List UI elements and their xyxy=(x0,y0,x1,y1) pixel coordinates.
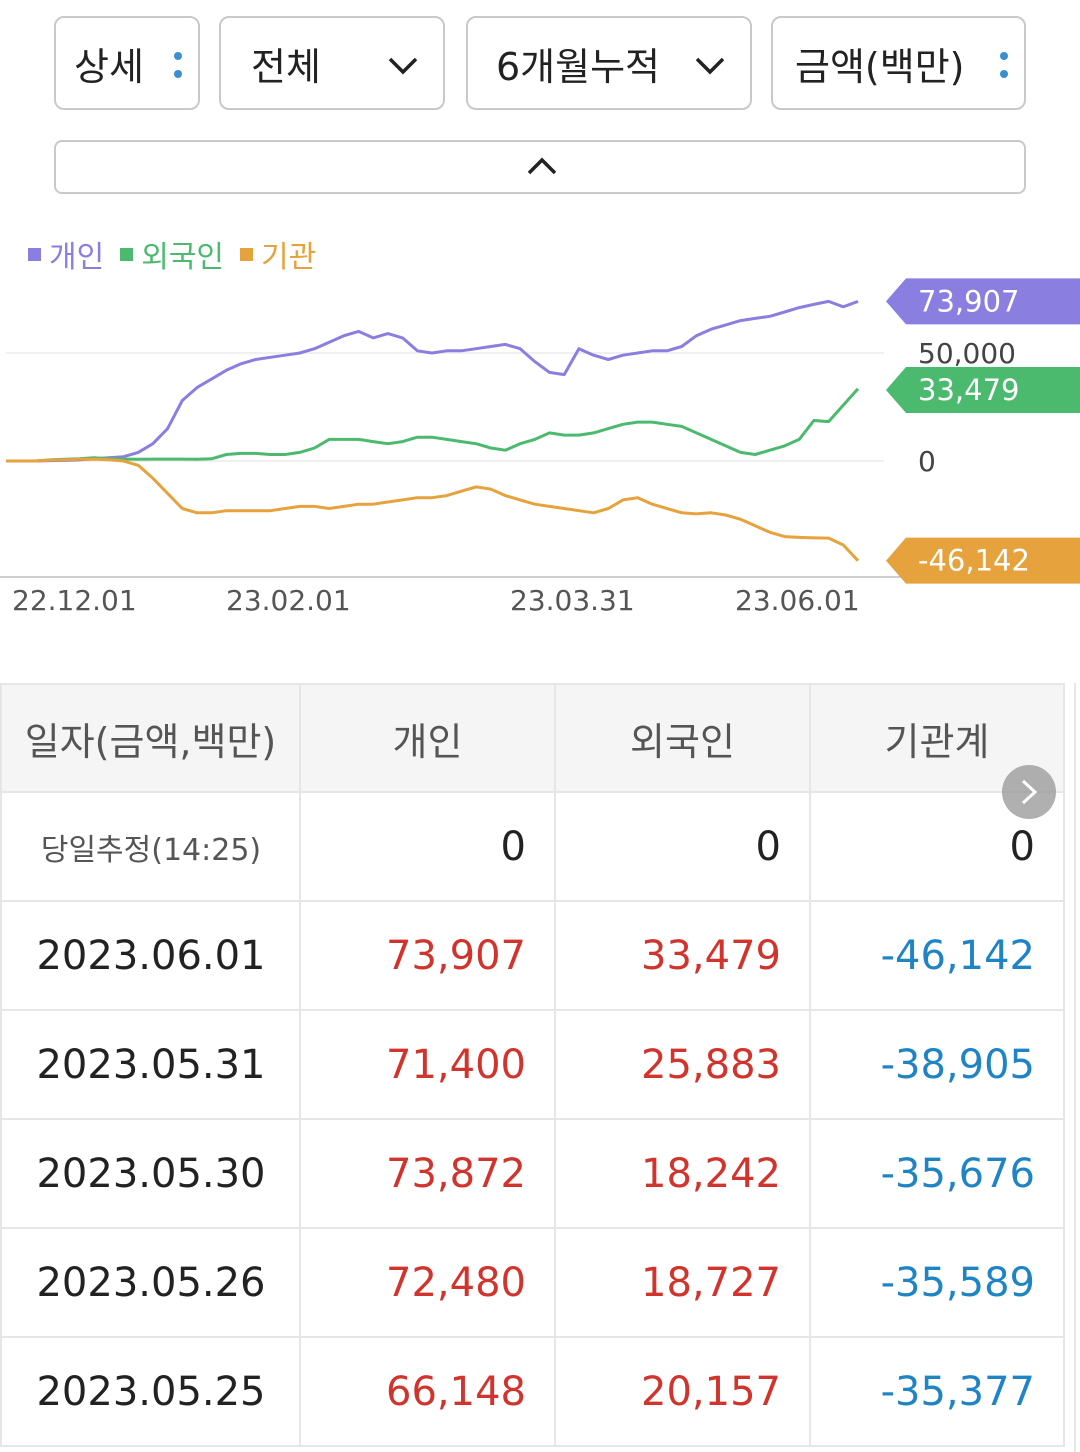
unit-label: 금액(백만) xyxy=(795,44,965,89)
legend-label: 기관 xyxy=(261,240,317,275)
legend-swatch xyxy=(120,247,134,261)
cell-institution: -46,142 xyxy=(809,900,1065,1011)
cell-date: 2023.05.31 xyxy=(0,1009,301,1120)
cell-institution: -35,377 xyxy=(809,1336,1065,1447)
cell-date: 2023.06.01 xyxy=(0,900,301,1011)
cell-individual: 71,400 xyxy=(299,1009,556,1120)
detail-label: 상세 xyxy=(74,44,144,89)
series-tag-shape xyxy=(886,367,1080,413)
legend-swatch xyxy=(28,247,41,261)
legend-item-individual: 개인 xyxy=(28,232,104,276)
cell-institution: -35,589 xyxy=(809,1227,1065,1338)
header-date: 일자(금액,백만) xyxy=(0,683,301,793)
legend-item-foreign: 외국인 xyxy=(120,232,224,276)
chart-legend: 개인 외국인 기관 xyxy=(28,232,316,276)
x-tick-label: 23.06.01 xyxy=(735,584,860,617)
legend-label: 외국인 xyxy=(141,240,225,275)
legend-item-institution: 기관 xyxy=(240,232,316,276)
chevron-up-icon xyxy=(527,157,557,175)
period-select[interactable]: 6개월누적 xyxy=(466,16,752,110)
more-vertical-icon xyxy=(174,52,182,82)
cell-date: 2023.05.30 xyxy=(0,1118,301,1229)
scope-label: 전체 xyxy=(251,44,321,89)
period-label: 6개월누적 xyxy=(496,44,661,89)
cell-institution: -35,676 xyxy=(809,1118,1065,1229)
series-line-2 xyxy=(6,457,860,562)
legend-label: 개인 xyxy=(49,240,105,275)
legend-swatch xyxy=(240,247,254,261)
cell-foreign: 18,727 xyxy=(554,1227,811,1338)
cell-foreign: 0 xyxy=(554,791,811,902)
more-vertical-icon xyxy=(1000,52,1008,82)
table-row: 2023.05.25 66,148 20,157 -35,377 xyxy=(0,1336,1065,1447)
y-tick-label: 50,000 xyxy=(918,337,1016,370)
unit-menu-button[interactable]: 금액(백만) xyxy=(771,16,1026,110)
x-tick-label: 23.02.01 xyxy=(226,584,351,617)
x-tick-label: 22.12.01 xyxy=(12,584,137,617)
series-tag-shape xyxy=(886,537,1080,584)
series-value-tag-1: 33,479 xyxy=(886,367,1080,413)
x-tick-label: 23.03.31 xyxy=(510,584,635,617)
series-line-1 xyxy=(6,387,860,463)
series-value-tag-0: 73,907 xyxy=(886,278,1080,325)
scroll-right-button[interactable] xyxy=(1002,765,1056,819)
cell-individual: 66,148 xyxy=(299,1336,556,1447)
table-row: 2023.05.26 72,480 18,727 -35,589 xyxy=(0,1227,1065,1338)
chevron-right-icon xyxy=(1021,779,1038,805)
cell-individual: 73,872 xyxy=(299,1118,556,1229)
cell-foreign: 33,479 xyxy=(554,900,811,1011)
cell-foreign: 18,242 xyxy=(554,1118,811,1229)
series-tag-label: 33,479 xyxy=(918,373,1019,407)
scope-select[interactable]: 전체 xyxy=(219,16,445,110)
header-individual: 개인 xyxy=(299,683,556,793)
cell-date: 당일추정(14:25) xyxy=(0,791,301,902)
table-row: 2023.05.30 73,872 18,242 -35,676 xyxy=(0,1118,1065,1229)
series-tag-shape xyxy=(886,278,1080,325)
table-row: 당일추정(14:25) 0 0 0 xyxy=(0,791,1065,902)
cell-foreign: 25,883 xyxy=(554,1009,811,1120)
table-row: 2023.05.31 71,400 25,883 -38,905 xyxy=(0,1009,1065,1120)
series-tag-label: -46,142 xyxy=(918,544,1030,578)
cell-individual: 0 xyxy=(299,791,556,902)
header-foreign: 외국인 xyxy=(554,683,811,793)
cell-date: 2023.05.25 xyxy=(0,1336,301,1447)
cell-institution: -38,905 xyxy=(809,1009,1065,1120)
cell-individual: 73,907 xyxy=(299,900,556,1011)
chevron-down-icon xyxy=(695,57,725,75)
chevron-down-icon xyxy=(388,57,418,75)
y-tick-label: 0 xyxy=(918,445,936,478)
collapse-chart-button[interactable] xyxy=(54,140,1026,194)
investor-table: 일자(금액,백만) 개인 외국인 기관계 당일추정(14:25) 0 0 0 2… xyxy=(0,683,1065,1447)
table-row: 2023.06.01 73,907 33,479 -46,142 xyxy=(0,900,1065,1011)
cell-foreign: 20,157 xyxy=(554,1336,811,1447)
investor-flow-chart: 50,000 0 73,907 33,479 -46,142 22.12.01 23… xyxy=(0,278,1080,617)
cell-individual: 72,480 xyxy=(299,1227,556,1338)
table-edge xyxy=(1074,683,1076,1452)
series-tag-label: 73,907 xyxy=(918,284,1019,318)
table-header-row: 일자(금액,백만) 개인 외국인 기관계 xyxy=(0,683,1065,793)
cell-date: 2023.05.26 xyxy=(0,1227,301,1338)
detail-menu-button[interactable]: 상세 xyxy=(54,16,200,110)
series-value-tag-2: -46,142 xyxy=(886,537,1080,584)
series-line-0 xyxy=(6,299,859,463)
